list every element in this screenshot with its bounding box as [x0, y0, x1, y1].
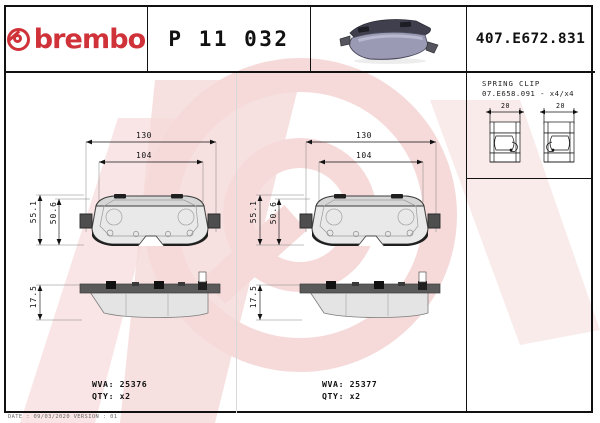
pad-right-wva: WVA: 25377	[322, 379, 377, 389]
pad-right-dim-55: 55.1	[249, 200, 258, 224]
header-divider-1	[147, 7, 149, 71]
header-divider-3	[466, 7, 468, 71]
right-panel-divider	[466, 73, 468, 413]
pad-right-qty-value: x2	[349, 391, 361, 401]
brake-pad-3d-render	[339, 19, 439, 64]
brand-name: brembo	[33, 23, 146, 55]
pad-right-dim-50: 50.6	[269, 201, 278, 225]
spring-clip-dim-left: 20	[501, 102, 510, 110]
brembo-logo: brembo	[6, 23, 146, 55]
reference-code-cell: 407.E672.831	[468, 7, 593, 71]
pad-drawing-right	[256, 139, 441, 321]
brembo-disc-icon	[6, 27, 30, 51]
pad-left-dim-130: 130	[136, 131, 152, 140]
reference-code: 407.E672.831	[475, 31, 586, 47]
pad-left-wva: WVA: 25376	[92, 379, 147, 389]
pad-left-wva-label: WVA:	[92, 379, 115, 389]
pad-right-wva-value: 25377	[349, 379, 378, 389]
pad-left-dim-50: 50.6	[49, 201, 58, 225]
spring-clip-panel: SPRING CLIP 07.E658.091 - x4/x4	[470, 74, 593, 178]
pad-left-dim-55: 55.1	[29, 200, 38, 224]
pad-left-wva-value: 25376	[119, 379, 148, 389]
product-code-cell: P 11 032	[150, 7, 308, 71]
product-code: P 11 032	[168, 27, 290, 51]
spring-clip-title: SPRING CLIP	[482, 79, 541, 88]
pad-right-dim-104: 104	[356, 151, 372, 160]
pad-right-qty: QTY: x2	[322, 391, 361, 401]
pad-left-qty-value: x2	[119, 391, 131, 401]
header-bottom-rule	[6, 71, 595, 73]
spring-clip-dim-right: 20	[556, 102, 565, 110]
product-render-cell	[312, 7, 464, 71]
pad-right-dim-130: 130	[356, 131, 372, 140]
pad-right-dim-175: 17.5	[249, 285, 258, 309]
pad-right-qty-label: QTY:	[322, 391, 345, 401]
pad-column-divider	[236, 73, 237, 413]
pad-drawing-left	[36, 139, 221, 321]
pad-left-qty: QTY: x2	[92, 391, 131, 401]
pad-left-dim-104: 104	[136, 151, 152, 160]
spring-clip-bottom-rule	[467, 178, 593, 180]
spring-clip-code: 07.E658.091 - x4/x4	[482, 89, 575, 98]
pad-left-qty-label: QTY:	[92, 391, 115, 401]
header-divider-2	[310, 7, 312, 71]
pad-left-dim-175: 17.5	[29, 285, 38, 309]
footer-text: DATE : 09/03/2020 VERSION : 01	[8, 414, 118, 420]
brand-logo-cell: brembo	[6, 7, 146, 71]
pad-right-wva-label: WVA:	[322, 379, 345, 389]
